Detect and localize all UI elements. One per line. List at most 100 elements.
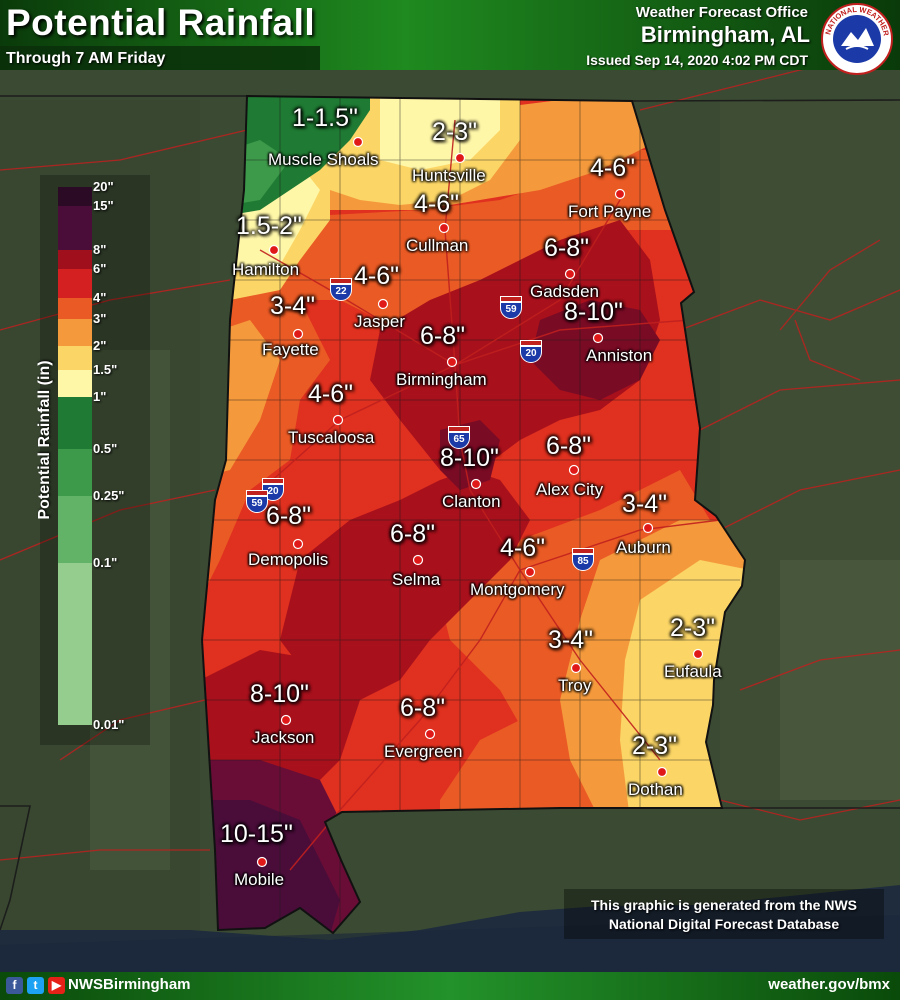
rainfall-amount-label: 3-4" [270,292,316,320]
city-marker [564,268,576,280]
facebook-icon[interactable]: f [6,977,23,994]
city-name-label: Dothan [628,780,683,799]
rainfall-amount-label: 4-6" [500,534,546,562]
city-name-label: Clanton [442,492,501,511]
legend-label: 20" [93,179,114,194]
city-name-label: Alex City [536,480,604,499]
legend-label: 3" [93,311,107,326]
rainfall-amount-label: 1.5-2" [236,212,302,240]
county-lines [202,96,740,933]
legend-swatch [58,187,92,206]
city-marker [568,464,580,476]
city-name-label: Fayette [262,340,319,359]
city-marker [424,728,436,740]
office-city: Birmingham, AL [640,22,810,47]
interstate-shield-icon: 59 [500,296,522,320]
rainfall-amount-label: 8-10" [440,444,499,472]
rainfall-amount-label: 6-8" [546,432,592,460]
legend-swatch [58,269,92,298]
city-marker [352,136,364,148]
legend-label: 0.01" [93,717,125,732]
legend-swatch [58,449,92,496]
city-name-label: Tuscaloosa [288,428,375,447]
office-label: Weather Forecast Office [635,4,808,21]
city-name-label: Jackson [252,728,315,747]
legend-swatch [58,496,92,563]
rainfall-amount-label: 4-6" [414,190,460,218]
rainfall-amount-label: 8-10" [250,680,309,708]
city-name-label: Demopolis [248,550,329,569]
youtube-icon[interactable]: ▶ [48,977,65,994]
rainfall-amount-label: 10-15" [220,820,293,848]
city-name-label: Selma [392,570,441,589]
city-marker [332,414,344,426]
legend-label: 15" [93,198,114,213]
social-handle[interactable]: NWSBirmingham [68,976,191,993]
city-marker [438,222,450,234]
city-marker [292,538,304,550]
city-name-label: Gadsden [530,282,599,301]
legend-swatch [58,250,92,269]
interstate-shield-icon: 22 [330,278,352,302]
city-marker [268,244,280,256]
rainfall-amount-label: 6-8" [400,694,446,722]
city-marker [592,332,604,344]
rainfall-amount-label: 6-8" [266,502,312,530]
rainfall-contours [202,96,745,933]
rainfall-amount-label: 4-6" [308,380,354,408]
nws-logo-icon: NATIONAL WEATHER SERVICE [820,2,893,75]
interstate-shield-icon: 65 [448,426,470,450]
city-marker [412,554,424,566]
city-name-label: Anniston [586,346,653,365]
city-name-label: Cullman [406,236,469,255]
city-marker [524,566,536,578]
city-marker [280,714,292,726]
city-name-label: Birmingham [396,370,487,389]
rainfall-amount-label: 4-6" [590,154,636,182]
legend-label: 1" [93,389,107,404]
rainfall-amount-label: 6-8" [390,520,436,548]
rainfall-amount-label: 1-1.5" [292,104,358,132]
legend-label: 8" [93,242,107,257]
legend-swatch [58,370,92,397]
city-marker [570,662,582,674]
twitter-icon[interactable]: t [27,977,44,994]
legend-scale [58,187,92,725]
city-marker [656,766,668,778]
city-name-label: Eufaula [664,662,722,681]
interstate-shield-icon: 20 [520,340,542,364]
legend-swatch [58,319,92,346]
city-marker [692,648,704,660]
legend-label: 1.5" [93,362,118,377]
city-marker [642,522,654,534]
website-link[interactable]: weather.gov/bmx [768,976,890,993]
legend-label: 0.1" [93,555,118,570]
rainfall-amount-label: 4-6" [354,262,400,290]
city-name-label: Montgomery [470,580,565,599]
interstate-shield-icon: 59 [246,490,268,514]
alabama-outline [200,94,747,935]
legend-label: 0.5" [93,441,118,456]
city-name-label: Huntsville [412,166,486,185]
city-name-label: Evergreen [384,742,463,761]
rainfall-amount-label: 3-4" [548,626,594,654]
city-name-label: Jasper [354,312,406,331]
disclaimer-text: This graphic is generated from the NWS N… [590,897,858,932]
page-title: Potential Rainfall [6,2,316,43]
legend-label: 0.25" [93,488,125,503]
disclaimer-panel [564,889,884,939]
city-marker [470,478,482,490]
rainfall-amount-label: 6-8" [420,322,466,350]
rainfall-amount-label: 8-10" [564,298,623,326]
interstate-shield-icon: 85 [572,548,594,572]
city-name-label: Troy [558,676,592,695]
legend-swatch [58,346,92,370]
roads [0,49,900,861]
issued-timestamp: Issued Sep 14, 2020 4:02 PM CDT [586,52,808,68]
legend-swatch [58,298,92,319]
rainfall-amount-label: 6-8" [544,234,590,262]
legend-label: 4" [93,290,107,305]
footer-bar [0,972,900,1000]
